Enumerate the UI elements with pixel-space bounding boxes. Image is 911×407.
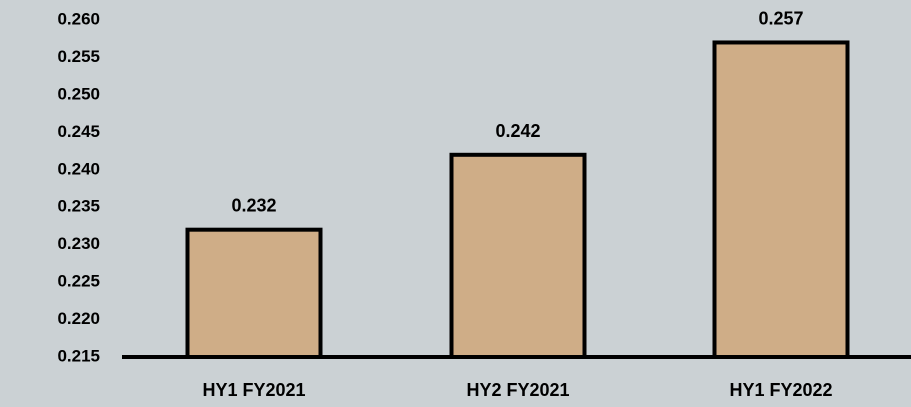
y-tick-label: 0.240: [57, 159, 100, 178]
y-tick-label: 0.260: [57, 9, 100, 28]
y-tick-label: 0.225: [57, 272, 100, 291]
y-tick-label: 0.220: [57, 309, 100, 328]
y-axis-ticks: 0.260 0.255 0.250 0.245 0.240 0.235 0.230 0.225…: [57, 9, 100, 365]
bar: [712, 40, 850, 359]
bar-value-labels: 0.232 0.242 0.257: [231, 8, 803, 215]
y-tick-label: 0.250: [57, 84, 100, 103]
x-axis-category-labels: HY1 FY2021 HY2 FY2021 HY1 FY2022: [202, 380, 832, 400]
x-category-label: HY1 FY2022: [729, 380, 832, 400]
bar-series: [185, 40, 850, 359]
y-tick-label: 0.215: [57, 346, 100, 365]
x-category-label: HY2 FY2021: [466, 380, 569, 400]
bar: [449, 152, 587, 359]
bar-value-label: 0.257: [758, 8, 803, 28]
bar-value-label: 0.232: [231, 196, 276, 216]
y-tick-label: 0.245: [57, 122, 100, 141]
y-tick-label: 0.230: [57, 234, 100, 253]
bar: [185, 227, 323, 359]
x-category-label: HY1 FY2021: [202, 380, 305, 400]
y-tick-label: 0.235: [57, 197, 100, 216]
y-tick-label: 0.255: [57, 47, 100, 66]
bar-value-label: 0.242: [495, 121, 540, 141]
